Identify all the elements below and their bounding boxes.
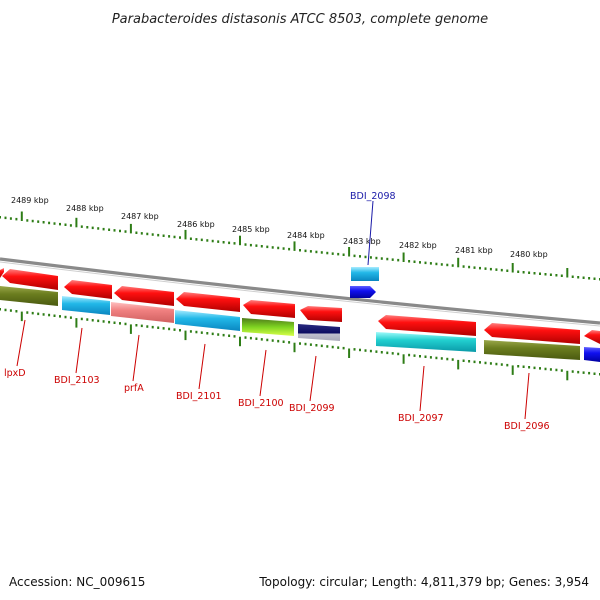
gene-label[interactable]: BDI_2103 bbox=[54, 375, 100, 386]
accession-text: Accession: NC_009615 bbox=[9, 575, 145, 589]
gene-track bbox=[0, 267, 600, 344]
gene-feature-prfA-upper[interactable] bbox=[114, 286, 174, 306]
gene-labels: lpxD BDI_2103 prfA BDI_2101 BDI_2100 BDI… bbox=[4, 191, 550, 432]
gene-feature-prfA[interactable] bbox=[111, 302, 174, 323]
topology-summary: Topology: circular; Length: 4,811,379 bp… bbox=[258, 575, 589, 589]
gene-feature[interactable] bbox=[584, 330, 600, 344]
upper-scale-ticks bbox=[0, 211, 600, 281]
scale-label: 2489 kbp bbox=[11, 196, 49, 205]
gene-feature-BDI_2097[interactable] bbox=[376, 332, 476, 352]
backbone-line bbox=[0, 257, 600, 325]
scale-label: 2486 kbp bbox=[177, 220, 215, 229]
gene-label[interactable]: BDI_2099 bbox=[289, 403, 335, 414]
gene-feature-BDI_2098[interactable] bbox=[350, 286, 376, 298]
gene-label[interactable]: prfA bbox=[124, 383, 144, 394]
backbone-highlight bbox=[0, 261, 600, 327]
gene-feature-BDI_2103-upper[interactable] bbox=[64, 280, 112, 299]
gene-feature-BDI_2098-box[interactable] bbox=[351, 267, 379, 281]
gene-track-lower bbox=[0, 286, 600, 362]
gene-label[interactable]: lpxD bbox=[4, 368, 26, 379]
gene-feature-BDI_2097-upper[interactable] bbox=[378, 315, 476, 336]
gene-label[interactable]: BDI_2100 bbox=[238, 398, 284, 409]
gene-feature-BDI_2096-upper[interactable] bbox=[484, 323, 580, 344]
scale-label: 2484 kbp bbox=[287, 231, 325, 240]
scale-label: 2482 kbp bbox=[399, 241, 437, 250]
scale-label: 2480 kbp bbox=[510, 250, 548, 259]
gene-feature-BDI_2099[interactable] bbox=[298, 324, 340, 341]
lower-scale-ticks bbox=[0, 308, 600, 381]
scale-label: 2485 kbp bbox=[232, 225, 270, 234]
gene-feature-BDI_2100-upper[interactable] bbox=[243, 300, 295, 318]
gene-label[interactable]: BDI_2101 bbox=[176, 391, 222, 402]
genome-title: Parabacteroides distasonis ATCC 8503, co… bbox=[112, 12, 488, 27]
scale-label: 2488 kbp bbox=[66, 204, 104, 213]
gene-label[interactable]: BDI_2097 bbox=[398, 413, 444, 424]
gene-feature-BDI_2101[interactable] bbox=[175, 310, 240, 331]
gene-label[interactable]: BDI_2096 bbox=[504, 421, 550, 432]
gene-leader-lines bbox=[16, 200, 530, 420]
gene-label[interactable]: BDI_2098 bbox=[350, 191, 396, 202]
scale-labels: 2489 kbp 2488 kbp 2487 kbp 2486 kbp 2485… bbox=[11, 196, 548, 259]
gene-feature-lpxD[interactable] bbox=[2, 269, 58, 290]
scale-label: 2487 kbp bbox=[121, 212, 159, 221]
gene-feature-BDI_2099-upper[interactable] bbox=[300, 306, 342, 322]
gene-feature-BDI_2101-upper[interactable] bbox=[176, 292, 240, 312]
gene-feature-BDI_2100[interactable] bbox=[242, 318, 294, 336]
gene-feature-lpxD-lower[interactable] bbox=[0, 286, 58, 306]
scale-label: 2481 kbp bbox=[455, 246, 493, 255]
scale-label: 2483 kbp bbox=[343, 237, 381, 246]
gene-feature[interactable] bbox=[584, 347, 600, 362]
gene-feature[interactable] bbox=[0, 268, 4, 278]
gene-feature-BDI_2096[interactable] bbox=[484, 340, 580, 360]
gene-feature-BDI_2103[interactable] bbox=[62, 296, 110, 315]
